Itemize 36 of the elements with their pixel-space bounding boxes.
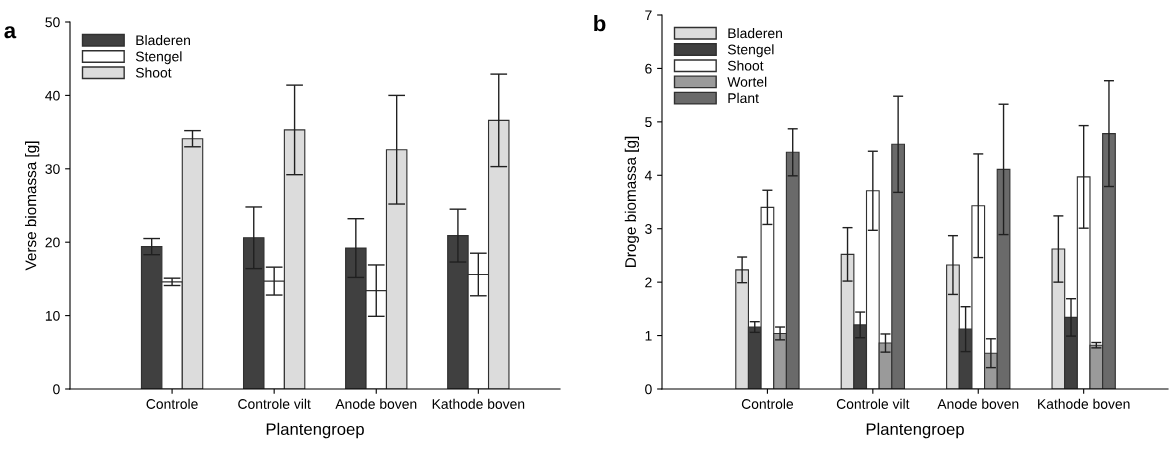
y-tick-label: 0 [53, 384, 60, 395]
y-tick-label: 50 [45, 17, 60, 28]
legend-label: Stengel [727, 44, 774, 58]
y-tick-label: 30 [45, 164, 60, 174]
x-axis-title: Plantengroep [866, 422, 964, 439]
y-tick-label: 3 [645, 224, 652, 234]
legend-label: Stengel [135, 51, 182, 65]
y-tick-label: 10 [45, 310, 60, 321]
x-tick-label: Controle vilt [238, 398, 311, 409]
legend-label: Shoot [135, 67, 172, 78]
y-axis-title: Verse biomassa [g] [25, 141, 40, 271]
x-tick-label: Controle [146, 398, 198, 409]
chart-title: a [4, 26, 17, 39]
legend-label: Bladeren [136, 34, 190, 46]
x-tick-label: Kathode boven [432, 398, 525, 409]
legend-label: Shoot [727, 60, 764, 71]
legend-label: Bladeren [728, 27, 782, 39]
x-tick-label: Controle [741, 398, 794, 409]
x-tick-label: Anode boven [937, 398, 1019, 409]
y-tick-label: 1 [645, 331, 652, 341]
y-tick-label: 7 [645, 10, 652, 21]
x-tick-label: Anode boven [335, 398, 417, 409]
chart-title: b [594, 15, 606, 32]
y-tick-label: 20 [45, 237, 60, 248]
y-tick-label: 6 [645, 63, 652, 74]
y-axis-title: Droge biomassa [g] [624, 136, 639, 267]
legend-label: Plant [728, 92, 759, 104]
legend-label: Wortel [727, 76, 767, 87]
y-tick-label: 4 [644, 170, 652, 181]
x-tick-label: Controle vilt [836, 398, 910, 409]
y-tick-label: 40 [45, 90, 60, 101]
y-tick-label: 5 [645, 117, 652, 128]
y-tick-label: 0 [645, 384, 652, 395]
x-axis-title: Plantengroep [266, 422, 364, 439]
x-tick-label: Kathode boven [1038, 398, 1130, 409]
y-tick-label: 2 [645, 277, 652, 288]
